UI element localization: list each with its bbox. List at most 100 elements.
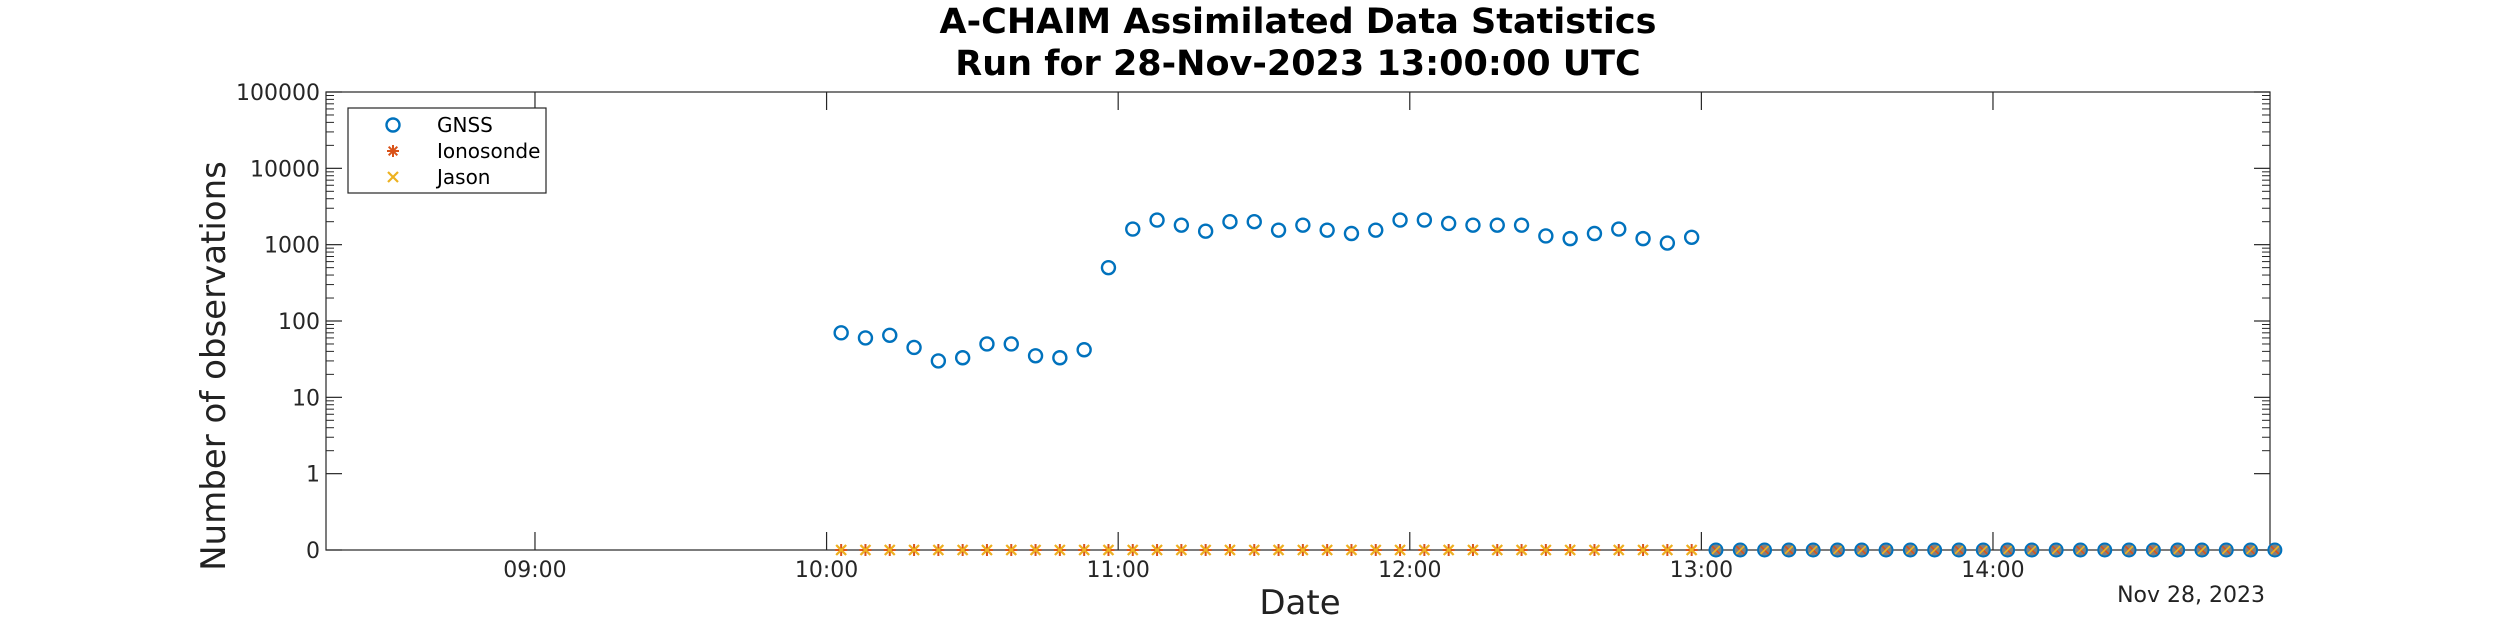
jason-point bbox=[932, 544, 945, 556]
jason-point bbox=[883, 544, 896, 556]
x-tick-label: 10:00 bbox=[795, 558, 858, 583]
legend-box bbox=[347, 107, 547, 194]
gnss-point bbox=[1319, 222, 1335, 238]
gnss-point bbox=[1635, 230, 1651, 247]
gnss-point bbox=[1465, 217, 1481, 233]
gnss-point bbox=[1611, 221, 1627, 237]
gnss-point bbox=[1343, 225, 1360, 242]
zero-point bbox=[2218, 542, 2234, 558]
zero-point bbox=[1878, 542, 1894, 558]
gnss-point bbox=[1052, 350, 1068, 366]
axes-frame bbox=[325, 91, 2271, 551]
gnss-point bbox=[1440, 215, 1457, 232]
jason-point bbox=[1369, 544, 1382, 556]
gnss-point bbox=[954, 350, 971, 366]
y-tick-label: 10000 bbox=[250, 157, 320, 182]
legend-jason-marker bbox=[387, 171, 399, 183]
zero-point bbox=[2048, 542, 2064, 558]
y-tick-label: 10 bbox=[292, 386, 320, 411]
zero-point bbox=[2267, 542, 2283, 558]
jason-point bbox=[1248, 544, 1261, 556]
gnss-point bbox=[1562, 230, 1578, 247]
x-tick-label: 14:00 bbox=[1961, 558, 2024, 583]
gnss-point bbox=[1246, 213, 1262, 230]
jason-point bbox=[1394, 544, 1406, 556]
x-axis-ticks: 09:00 10:00 11:00 12:00 13:00 14:00 bbox=[503, 92, 2025, 583]
jason-point bbox=[1540, 544, 1552, 556]
jason-point bbox=[859, 544, 872, 556]
jason-point bbox=[1442, 544, 1455, 556]
jason-point bbox=[908, 544, 920, 556]
jason-point bbox=[1005, 544, 1018, 556]
jason-point bbox=[1345, 544, 1358, 556]
gnss-point bbox=[1003, 336, 1019, 352]
gnss-point bbox=[1027, 348, 1044, 364]
series-zero bbox=[1708, 542, 2283, 558]
gnss-point bbox=[1270, 222, 1287, 238]
gnss-point bbox=[1538, 228, 1554, 244]
jason-point bbox=[956, 544, 969, 556]
legend-gnss-marker bbox=[385, 117, 401, 133]
gnss-point bbox=[1368, 222, 1384, 238]
gnss-point bbox=[1416, 212, 1433, 228]
zero-point bbox=[1854, 542, 1870, 558]
jason-point bbox=[1199, 544, 1212, 556]
zero-point bbox=[1732, 542, 1748, 558]
gnss-point bbox=[930, 353, 947, 369]
gnss-point bbox=[833, 325, 849, 341]
gnss-point bbox=[1489, 217, 1505, 233]
gnss-point bbox=[979, 336, 995, 352]
jason-point bbox=[1078, 544, 1090, 556]
gnss-point bbox=[1586, 225, 1603, 242]
zero-point bbox=[2024, 542, 2040, 558]
gnss-point bbox=[1076, 342, 1092, 358]
date-stamp: Nov 28, 2023 bbox=[2117, 583, 2265, 608]
y-tick-label: 0 bbox=[306, 539, 320, 564]
zero-point bbox=[1781, 542, 1797, 558]
legend-jason-label: Jason bbox=[435, 165, 491, 189]
gnss-point bbox=[1392, 212, 1408, 228]
gnss-point bbox=[882, 327, 898, 343]
jason-point bbox=[1321, 544, 1333, 556]
zero-point bbox=[1975, 542, 1991, 558]
legend-gnss-label: GNSS bbox=[437, 113, 493, 137]
zero-point bbox=[2243, 542, 2259, 558]
jason-point bbox=[835, 544, 847, 556]
zero-point bbox=[1927, 542, 1943, 558]
chart-title: A-CHAIM Assimilated Data Statistics bbox=[939, 2, 1657, 42]
jason-point bbox=[1637, 544, 1649, 556]
gnss-point bbox=[857, 330, 874, 346]
zero-point bbox=[1805, 542, 1821, 558]
jason-point bbox=[1151, 544, 1163, 556]
jason-point bbox=[1102, 544, 1115, 556]
gnss-point bbox=[1173, 217, 1190, 233]
jason-point bbox=[1661, 544, 1674, 556]
zero-point bbox=[2072, 542, 2088, 558]
chart-subtitle: Run for 28-Nov-2023 13:00:00 UTC bbox=[955, 44, 1641, 84]
series-jason bbox=[835, 544, 1698, 556]
gnss-point bbox=[1125, 221, 1141, 237]
zero-point bbox=[1902, 542, 1918, 558]
jason-point bbox=[1029, 544, 1042, 556]
zero-point bbox=[2097, 542, 2113, 558]
x-tick-label: 13:00 bbox=[1670, 558, 1733, 583]
gnss-point bbox=[1197, 223, 1214, 239]
zero-point bbox=[1708, 542, 1724, 558]
zero-point bbox=[2121, 542, 2137, 558]
jason-point bbox=[1054, 544, 1066, 556]
x-tick-label: 12:00 bbox=[1378, 558, 1441, 583]
jason-point bbox=[1418, 544, 1431, 556]
jason-point bbox=[1297, 544, 1309, 556]
jason-point bbox=[1467, 544, 1479, 556]
y-axis-ticks: 0 1 10 100 1000 10000 100000 bbox=[236, 81, 2270, 564]
jason-point bbox=[1126, 544, 1139, 556]
gnss-point bbox=[1100, 259, 1117, 276]
legend-ionosonde-marker bbox=[387, 145, 399, 157]
gnss-point bbox=[1295, 217, 1311, 233]
zero-point bbox=[2000, 542, 2016, 558]
y-tick-label: 100 bbox=[278, 310, 320, 335]
gnss-point bbox=[1683, 229, 1700, 245]
